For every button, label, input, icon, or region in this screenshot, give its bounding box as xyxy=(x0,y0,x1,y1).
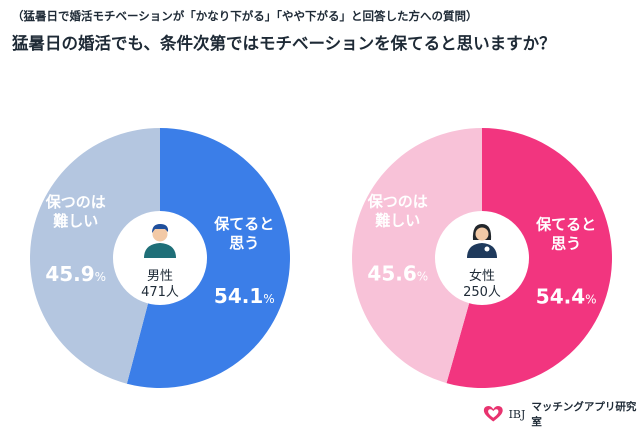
center-label: 471人 xyxy=(141,285,179,300)
center-label: 女性 xyxy=(469,268,495,284)
slice-value-label: 45.6% xyxy=(367,261,428,285)
donut-slice-1 xyxy=(29,128,160,384)
footer: IBJ マッチングアプリ研究室 xyxy=(482,401,640,428)
slice-value-label: 54.4% xyxy=(536,285,597,309)
heart-logo-icon xyxy=(483,406,503,422)
slice-value-label: 45.9% xyxy=(45,262,106,286)
donut-slice-0 xyxy=(126,128,290,388)
slice-label: 保つのは xyxy=(45,193,106,211)
female-person-icon xyxy=(467,224,497,258)
slice-label: 保つのは xyxy=(367,192,428,210)
slice-label: 思う xyxy=(551,235,581,253)
slice-label: 難しい xyxy=(375,211,420,229)
slice-label: 保てると xyxy=(213,215,274,233)
center-label: 250人 xyxy=(463,285,501,300)
chart-subtitle: （猛暑日で婚活モチベーションが「かなり下がる」「やや下がる」と回答した方への質問… xyxy=(12,9,478,23)
donut-slice-1 xyxy=(351,128,482,384)
chart-title: 猛暑日の婚活でも、条件次第ではモチベーションを保てると思いますか？ xyxy=(12,34,556,53)
donut-slice-0 xyxy=(446,128,612,388)
footer-brand: IBJ xyxy=(508,407,526,421)
center-label: 男性 xyxy=(147,269,173,284)
footer-text: マッチングアプリ研究室 xyxy=(531,401,637,428)
slice-label: 難しい xyxy=(53,212,98,230)
slice-label: 思う xyxy=(229,234,259,252)
slice-label: 保てると xyxy=(535,216,596,234)
slice-value-label: 54.1% xyxy=(214,284,275,308)
male-person-icon xyxy=(144,224,176,258)
